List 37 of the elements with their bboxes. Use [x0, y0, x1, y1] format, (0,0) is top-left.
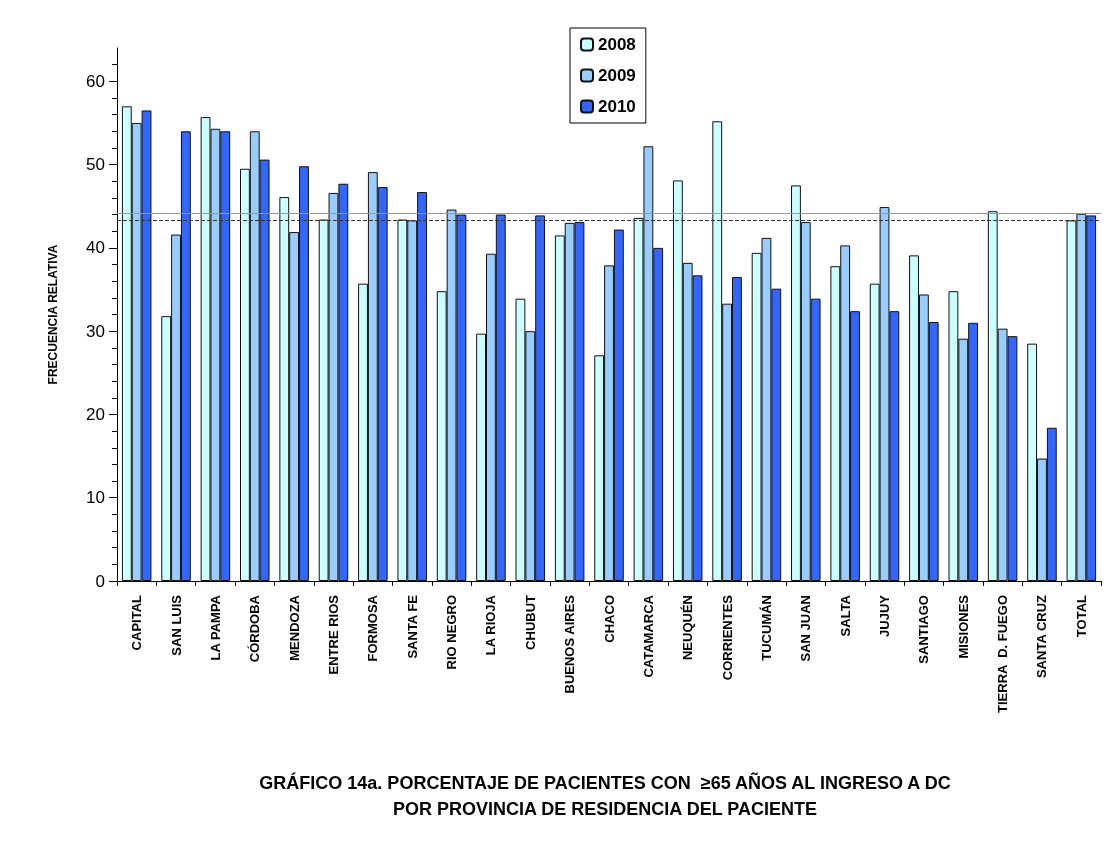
y-tick-label: 60 [86, 71, 105, 91]
x-tick-label: CHUBUT [522, 594, 538, 650]
x-tick-label: CAPITAL [129, 594, 145, 651]
x-tick-label: CATAMARCA [640, 594, 656, 678]
x-tick-label: BUENOS AIRES [562, 594, 578, 694]
x-tick-label: SAN LUIS [168, 594, 184, 656]
text: GRÁFICO 14a. PORCENTAJE DE PACIENTES CON ≥65 AÑOS AL INGRESO A DC POR PROVINCIA DE RESIDENCIA DEL PACIENTE [259, 772, 951, 819]
y-tick-label: 20 [86, 404, 105, 424]
legend-label: 2008 [598, 35, 636, 54]
x-tick-label: TIERRA D. FUEGO [995, 595, 1011, 713]
x-tick-label: LA PAMPA [207, 594, 223, 661]
x-tick-label: SANTA CRUZ [1034, 594, 1050, 679]
x-tick-label: SAN JUAN [798, 595, 814, 662]
x-tick-label: FORMOSA [365, 594, 381, 662]
x-tick-label: LA RIOJA [483, 594, 499, 656]
x-tick-label: RIO NEGRO [444, 595, 460, 670]
legend-label: 2010 [598, 97, 636, 116]
y-tick-label: 10 [86, 488, 105, 508]
y-tick-label: 40 [86, 238, 105, 258]
x-tick-label: NEUQUÉN [680, 595, 696, 661]
x-tick-label: SALTA [837, 594, 853, 637]
x-tick-label: SANTA FE [404, 594, 420, 659]
y-tick-label: 30 [86, 321, 105, 341]
x-tick-label: ENTRE RIOS [325, 594, 341, 675]
x-tick-label: JUJUY [877, 594, 893, 637]
legend-label: 2009 [598, 66, 636, 85]
y-tick-label: 0 [95, 571, 105, 591]
x-tick-label: SANTIAGO [916, 595, 932, 664]
y-axis-title: FRECUENCIA RELATIVA [46, 244, 60, 385]
x-tick-label: CHACO [601, 595, 617, 643]
x-tick-label: MENDOZA [286, 594, 302, 661]
x-tick-label: TOTAL [1073, 594, 1089, 638]
y-tick-label: 50 [86, 155, 105, 175]
x-tick-label: MISIONES [955, 594, 971, 659]
x-tick-label: TUCUMÁN [758, 595, 774, 661]
x-tick-label: CÓRDOBA [247, 594, 263, 663]
x-tick-label: CORRIENTES [719, 594, 735, 681]
